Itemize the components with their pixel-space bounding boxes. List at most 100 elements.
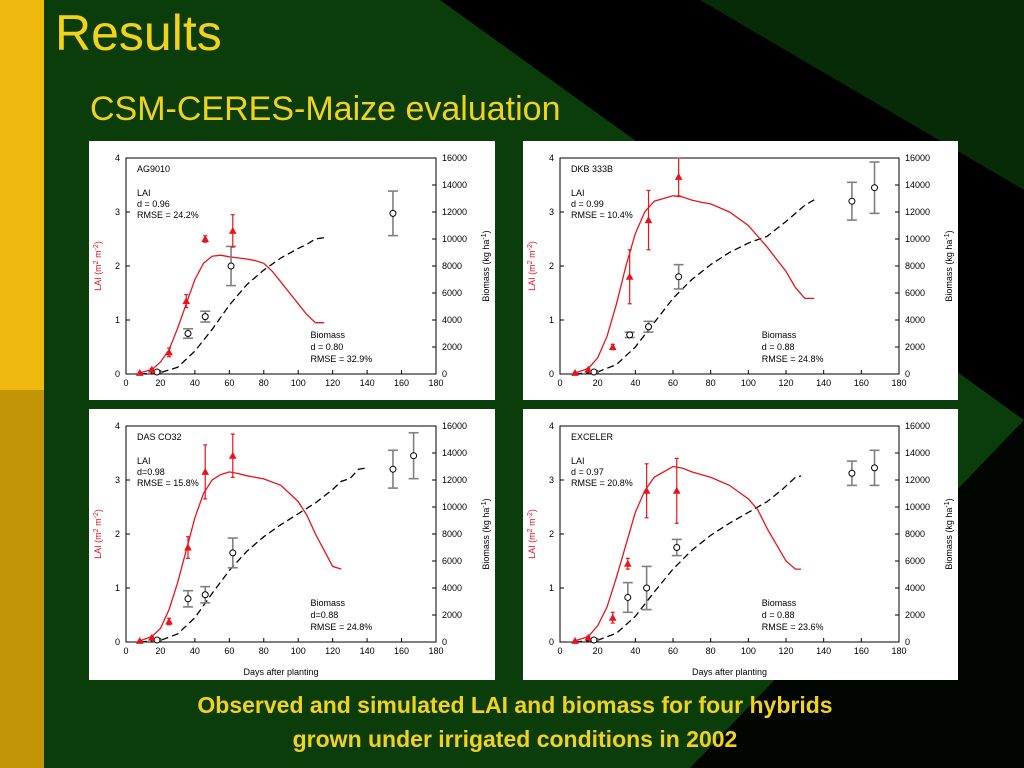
obs-biomass-point bbox=[184, 330, 192, 337]
y-right-tick-label: 0 bbox=[442, 637, 447, 647]
lai-stat-line: RMSE = 24.2% bbox=[137, 210, 199, 220]
chart-panel-exceler: 0 20 40 60 80 100 120 140 160 180 0 1 2 3 4 0 2000 4000 60… bbox=[523, 409, 958, 680]
biomass-stat-line: d = 0.88 bbox=[762, 610, 795, 620]
y-right-tick-label: 4000 bbox=[905, 583, 925, 593]
x-tick-label: 180 bbox=[891, 378, 906, 388]
obs-lai-point bbox=[672, 486, 681, 494]
obs-biomass-point bbox=[229, 549, 237, 557]
x-tick-label: 80 bbox=[706, 646, 716, 656]
lai-stat-line: d = 0.96 bbox=[137, 199, 170, 209]
sim-lai-line bbox=[139, 471, 342, 642]
lai-stat-line: d = 0.97 bbox=[571, 467, 604, 477]
lai-stat-line: d=0.98 bbox=[137, 467, 165, 477]
y-right-tick-label: 6000 bbox=[442, 556, 462, 566]
y-right-tick-label: 2000 bbox=[442, 342, 462, 352]
y-right-tick-label: 0 bbox=[905, 369, 910, 379]
y-left-tick-label: 0 bbox=[549, 637, 554, 647]
y-right-tick-label: 10000 bbox=[905, 502, 930, 512]
chart-exceler: 0 20 40 60 80 100 120 140 160 1800123402000400060… bbox=[527, 421, 955, 677]
obs-lai-point bbox=[135, 636, 144, 644]
chart-dasco32: 0 20 40 60 80 100 120 140 160 1800123402000400060… bbox=[93, 421, 492, 677]
obs-biomass-point bbox=[389, 465, 397, 473]
plot-frame bbox=[125, 425, 437, 643]
x-tick-label: 40 bbox=[630, 646, 640, 656]
x-tick-label: 100 bbox=[741, 646, 756, 656]
obs-biomass-point bbox=[410, 452, 418, 460]
obs-lai-point bbox=[571, 636, 579, 644]
plot-frame bbox=[559, 425, 900, 643]
y-right-tick-label: 10000 bbox=[442, 502, 467, 512]
obs-lai-point bbox=[184, 543, 192, 551]
y-right-tick-label: 8000 bbox=[905, 529, 925, 539]
x-tick-label: 40 bbox=[190, 378, 200, 388]
obs-lai-point bbox=[571, 368, 579, 376]
y-right-tick-label: 6000 bbox=[905, 556, 925, 566]
y-right-tick-label: 14000 bbox=[442, 180, 467, 190]
obs-lai-point bbox=[608, 343, 617, 350]
y-left-tick-label: 2 bbox=[115, 529, 120, 539]
x-tick-label: 180 bbox=[428, 646, 443, 656]
x-tick-label: 20 bbox=[593, 646, 603, 656]
x-tick-label: 180 bbox=[428, 378, 443, 388]
y-right-tick-label: 12000 bbox=[905, 207, 930, 217]
obs-biomass-point bbox=[871, 464, 879, 472]
x-tick-label: 60 bbox=[668, 378, 678, 388]
x-tick-label: 20 bbox=[593, 378, 603, 388]
obs-biomass-point bbox=[184, 595, 192, 603]
x-tick-label: 160 bbox=[854, 646, 869, 656]
caption-line-1: Observed and simulated LAI and biomass f… bbox=[197, 692, 833, 718]
hybrid-name: EXCELER bbox=[571, 432, 614, 442]
obs-lai-point bbox=[165, 617, 173, 625]
obs-biomass-point bbox=[673, 544, 681, 551]
y-left-tick-label: 4 bbox=[549, 153, 554, 163]
obs-lai-point bbox=[201, 467, 210, 475]
y-right-tick-label: 6000 bbox=[442, 288, 462, 298]
slide-title: Results bbox=[55, 5, 222, 61]
obs-lai-point bbox=[625, 272, 634, 280]
sim-lai-line bbox=[139, 254, 325, 374]
y-left-axis-label: LAI (m2 m-2) bbox=[93, 509, 104, 559]
biomass-stat-line: d=0.88 bbox=[310, 610, 338, 620]
y-right-tick-label: 12000 bbox=[905, 475, 930, 485]
obs-lai-point bbox=[228, 451, 237, 459]
biomass-stat-line: RMSE = 24.8% bbox=[310, 622, 372, 632]
obs-lai-point bbox=[642, 486, 651, 494]
obs-biomass-point bbox=[590, 636, 598, 644]
sim-lai-line bbox=[574, 465, 802, 642]
y-right-tick-label: 2000 bbox=[905, 610, 925, 620]
biomass-stat-line: d = 0.88 bbox=[762, 342, 795, 352]
obs-lai-point bbox=[165, 348, 173, 356]
lai-stat-line: LAI bbox=[571, 456, 585, 466]
plot-frame bbox=[559, 157, 900, 375]
biomass-stat-line: Biomass bbox=[762, 330, 797, 340]
x-tick-label: 0 bbox=[557, 378, 562, 388]
obs-biomass-point bbox=[871, 184, 879, 192]
x-tick-label: 120 bbox=[325, 378, 340, 388]
x-tick-label: 60 bbox=[668, 646, 678, 656]
x-tick-label: 60 bbox=[224, 646, 234, 656]
y-left-tick-label: 2 bbox=[549, 529, 554, 539]
y-right-tick-label: 4000 bbox=[905, 315, 925, 325]
biomass-stat-line: RMSE = 24.8% bbox=[762, 354, 824, 364]
y-left-tick-label: 0 bbox=[115, 637, 120, 647]
x-tick-label: 100 bbox=[741, 378, 756, 388]
chart-panel-dkb333b: 0 20 40 60 80 100 120 140 160 180 0 1 2 3 4 0 2000 4000 60… bbox=[523, 141, 958, 400]
x-tick-label: 140 bbox=[816, 378, 831, 388]
obs-lai-point bbox=[584, 365, 593, 373]
x-tick-label: 80 bbox=[259, 378, 269, 388]
y-right-tick-label: 14000 bbox=[442, 448, 467, 458]
x-tick-label: 140 bbox=[360, 378, 375, 388]
y-right-tick-label: 8000 bbox=[905, 261, 925, 271]
x-tick-label: 40 bbox=[190, 646, 200, 656]
y-right-tick-label: 6000 bbox=[905, 288, 925, 298]
x-tick-label: 160 bbox=[394, 646, 409, 656]
x-tick-label: 120 bbox=[778, 378, 793, 388]
x-tick-label: 140 bbox=[360, 646, 375, 656]
obs-biomass-point bbox=[227, 262, 235, 270]
obs-biomass-point bbox=[201, 313, 209, 321]
lai-stat-line: d = 0.99 bbox=[571, 199, 604, 209]
y-left-tick-label: 1 bbox=[115, 315, 120, 325]
y-right-tick-label: 4000 bbox=[442, 583, 462, 593]
x-tick-label: 100 bbox=[291, 646, 306, 656]
obs-lai-point bbox=[135, 368, 144, 376]
